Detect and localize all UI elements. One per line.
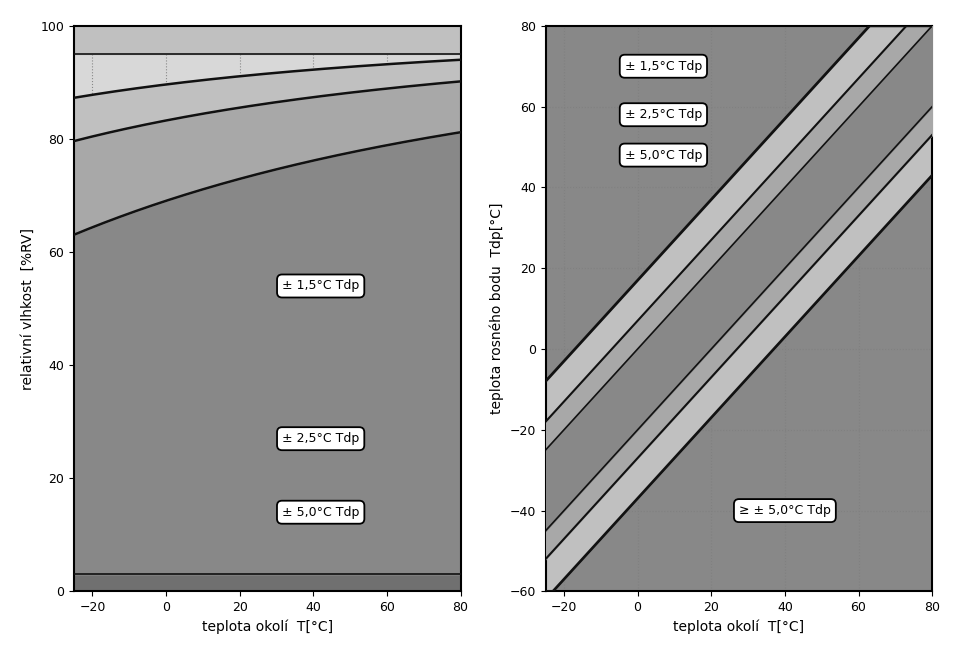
Y-axis label: teplota rosného bodu  Tdp[°C]: teplota rosného bodu Tdp[°C] [489,203,504,415]
X-axis label: teplota okolí  T[°C]: teplota okolí T[°C] [202,620,333,634]
X-axis label: teplota okolí  T[°C]: teplota okolí T[°C] [674,620,804,634]
Text: ± 5,0°C Tdp: ± 5,0°C Tdp [282,506,359,519]
Y-axis label: relativní vlhkost  [%RV]: relativní vlhkost [%RV] [21,227,35,390]
Text: ± 2,5°C Tdp: ± 2,5°C Tdp [282,432,359,445]
Text: ± 1,5°C Tdp: ± 1,5°C Tdp [282,280,359,293]
Text: ± 1,5°C Tdp: ± 1,5°C Tdp [625,60,702,73]
Text: ≥ ± 5,0°C Tdp: ≥ ± 5,0°C Tdp [739,504,831,517]
Text: ± 5,0°C Tdp: ± 5,0°C Tdp [625,149,702,162]
Text: ± 2,5°C Tdp: ± 2,5°C Tdp [625,108,702,121]
